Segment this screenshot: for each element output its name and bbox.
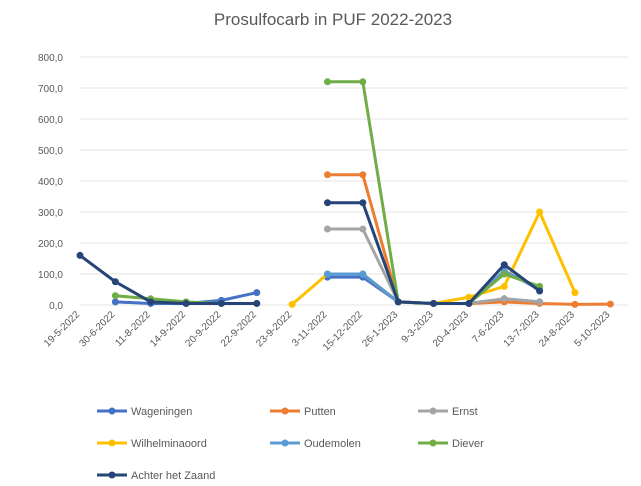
x-tick-label: 20-4-2023 <box>431 309 471 349</box>
data-point <box>147 298 155 306</box>
x-tick-label: 24-8-2023 <box>537 309 577 349</box>
legend-marker <box>281 439 289 447</box>
data-point <box>323 78 331 86</box>
data-point <box>571 289 579 297</box>
x-tick-label: 14-9-2022 <box>148 309 188 349</box>
data-point <box>253 299 261 307</box>
data-point <box>217 299 225 307</box>
x-tick-label: 20-9-2022 <box>184 309 224 349</box>
data-point <box>536 208 544 216</box>
legend-marker <box>281 407 289 415</box>
legend-label: Putten <box>304 406 336 418</box>
series-line <box>327 80 541 305</box>
chart-title: Prosulfocarb in PUF 2022-2023 <box>214 10 452 29</box>
legend-item: Ernst <box>418 406 478 418</box>
data-point <box>359 171 367 179</box>
legend-marker <box>429 439 437 447</box>
data-point <box>359 78 367 86</box>
legend-label: Diever <box>452 438 484 450</box>
data-point <box>76 251 84 259</box>
y-tick-label: 300,0 <box>38 208 63 219</box>
legend-label: Ernst <box>452 406 478 418</box>
data-point <box>359 225 367 233</box>
data-point <box>111 278 119 286</box>
legend-label: Wilhelminaoord <box>131 438 207 450</box>
y-tick-label: 400,0 <box>38 177 63 188</box>
x-tick-label: 9-3-2023 <box>400 309 436 345</box>
x-tick-label: 19-5-2022 <box>42 309 82 349</box>
data-point <box>500 295 508 303</box>
data-point <box>323 270 331 278</box>
data-point <box>359 270 367 278</box>
x-axis-ticks: 19-5-202230-6-202211-8-202214-9-202220-9… <box>42 309 613 353</box>
data-point <box>465 299 473 307</box>
data-point <box>500 270 508 278</box>
data-point <box>500 261 508 269</box>
legend-marker <box>108 471 116 479</box>
x-tick-label: 7-6-2023 <box>470 309 506 345</box>
data-point <box>536 287 544 295</box>
x-tick-label: 26-1-2023 <box>360 309 400 349</box>
legend-label: Achter het Zaand <box>131 470 215 482</box>
y-axis-ticks: 0,0 100,0 200,0 300,0 400,0 500,0 600,0 700,0 80… <box>38 53 63 312</box>
legend-marker <box>108 439 116 447</box>
legend-item: Diever <box>418 438 484 450</box>
y-tick-label: 800,0 <box>38 53 63 64</box>
legend-marker <box>108 407 116 415</box>
legend-label: Wageningen <box>131 406 192 418</box>
legend-marker <box>429 407 437 415</box>
y-tick-label: 600,0 <box>38 115 63 126</box>
legend-item: Achter het Zaand <box>97 470 215 482</box>
y-tick-label: 0,0 <box>49 301 63 312</box>
data-point <box>500 282 508 290</box>
x-tick-label: 22-9-2022 <box>219 309 259 349</box>
legend-item: Putten <box>270 406 336 418</box>
series-line <box>291 210 577 306</box>
series-wilhelminaoord <box>288 208 579 308</box>
data-point <box>606 300 614 308</box>
data-point <box>394 298 402 306</box>
series-ernst <box>323 225 544 307</box>
legend: Wageningen Putten Ernst Wilhelminaoord Oudem… <box>97 406 484 482</box>
y-tick-label: 500,0 <box>38 146 63 157</box>
data-point <box>359 199 367 207</box>
data-point <box>288 300 296 308</box>
data-point <box>323 171 331 179</box>
data-point <box>323 225 331 233</box>
data-point <box>465 293 473 301</box>
x-tick-label: 13-7-2023 <box>502 309 542 349</box>
x-tick-label: 11-8-2022 <box>113 309 153 349</box>
y-tick-label: 100,0 <box>38 270 63 281</box>
data-point <box>430 299 438 307</box>
y-tick-label: 700,0 <box>38 84 63 95</box>
data-point <box>323 199 331 207</box>
data-point <box>253 289 261 297</box>
legend-item: Wageningen <box>97 406 192 418</box>
data-point <box>182 299 190 307</box>
x-tick-label: 5-10-2023 <box>572 309 612 349</box>
legend-item: Oudemolen <box>270 438 361 450</box>
legend-item: Wilhelminaoord <box>97 438 207 450</box>
legend-label: Oudemolen <box>304 438 361 450</box>
series-lines <box>76 78 614 308</box>
y-tick-label: 200,0 <box>38 239 63 250</box>
data-point <box>536 298 544 306</box>
data-point <box>111 298 119 306</box>
x-tick-label: 30-6-2022 <box>77 309 117 349</box>
series-achter-het-zaand <box>76 199 544 307</box>
series-line <box>79 254 257 305</box>
series-line <box>327 201 541 305</box>
data-point <box>571 300 579 308</box>
gridlines <box>80 56 628 306</box>
x-tick-label: 23-9-2022 <box>254 309 294 349</box>
data-point <box>111 292 119 300</box>
series-line <box>327 173 611 306</box>
